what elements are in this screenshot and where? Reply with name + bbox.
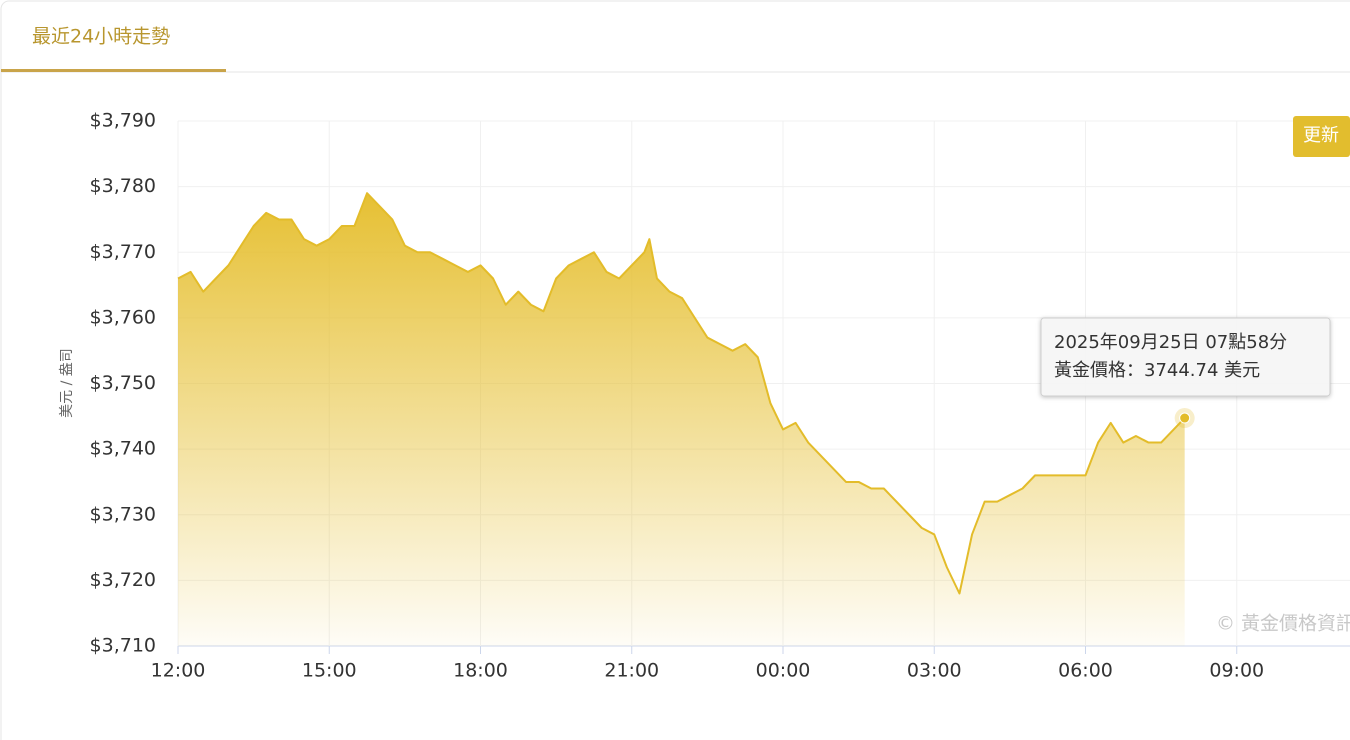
refresh-label[interactable]: 更新: [1303, 125, 1339, 146]
tooltip-box: [1040, 317, 1331, 397]
y-tick-label: $3,790: [90, 110, 156, 132]
x-tick-label: 00:00: [756, 660, 811, 682]
area-line: [177, 192, 1186, 595]
x-tick-label: 18:00: [453, 660, 508, 682]
y-axis-label: 美元 / 盎司: [59, 348, 75, 418]
tab-underline: [1, 69, 226, 72]
y-tick-label: $3,770: [90, 241, 156, 263]
tooltip-title: 2025年09月25日 07點58分: [1054, 332, 1287, 353]
y-tick-label: $3,780: [90, 175, 156, 197]
y-tick-label: $3,740: [90, 438, 156, 460]
y-tick-label: $3,760: [90, 306, 156, 328]
plot: $3,710 $3,720 $3,730 $3,740 $3,750 $3,760 $3,7…: [59, 110, 1350, 682]
x-tick-label: 06:00: [1058, 660, 1113, 682]
area-fill: [178, 193, 1185, 646]
watermark: © 黃金價格資訊: [1216, 613, 1350, 635]
tab[interactable]: 最近24小時走勢: [32, 26, 170, 48]
y-tick-label: $3,720: [90, 569, 156, 591]
tooltip-text: 黃金價格：3744.74 美元: [1054, 360, 1260, 381]
x-tick-label: 03:00: [907, 660, 962, 682]
x-tick-label: 09:00: [1209, 660, 1264, 682]
x-tick-label: 15:00: [302, 660, 357, 682]
x-tick-label: 21:00: [604, 660, 659, 682]
y-tick-label: $3,710: [90, 635, 156, 657]
y-tick-label: $3,750: [90, 372, 156, 394]
y-tick-label: $3,730: [90, 503, 156, 525]
hover-point: [1179, 412, 1191, 424]
refresh-button[interactable]: [1293, 116, 1350, 157]
x-tick-label: 12:00: [151, 660, 206, 682]
